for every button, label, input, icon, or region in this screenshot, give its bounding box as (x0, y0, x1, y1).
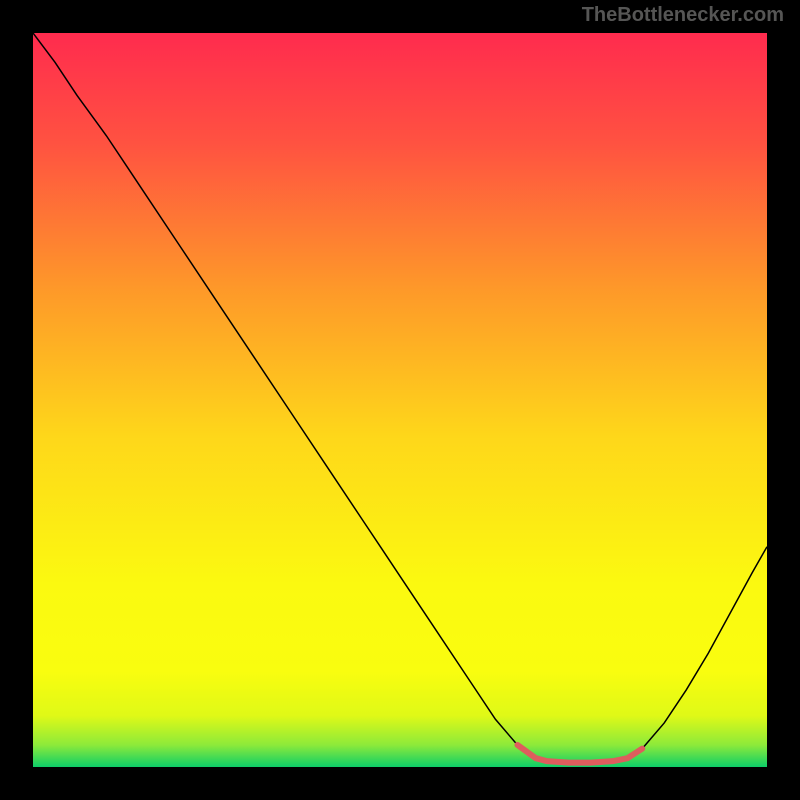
watermark-text: TheBottlenecker.com (582, 4, 784, 27)
chart-plot (33, 33, 767, 767)
plot-background (33, 33, 767, 767)
